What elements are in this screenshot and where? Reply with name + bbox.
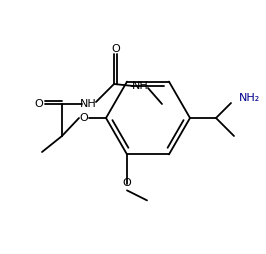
Text: O: O [80, 113, 88, 123]
Text: NH: NH [132, 81, 148, 91]
Text: O: O [35, 99, 43, 109]
Text: O: O [123, 178, 131, 188]
Text: NH₂: NH₂ [239, 93, 260, 103]
Text: O: O [111, 44, 120, 54]
Text: NH: NH [80, 99, 96, 109]
